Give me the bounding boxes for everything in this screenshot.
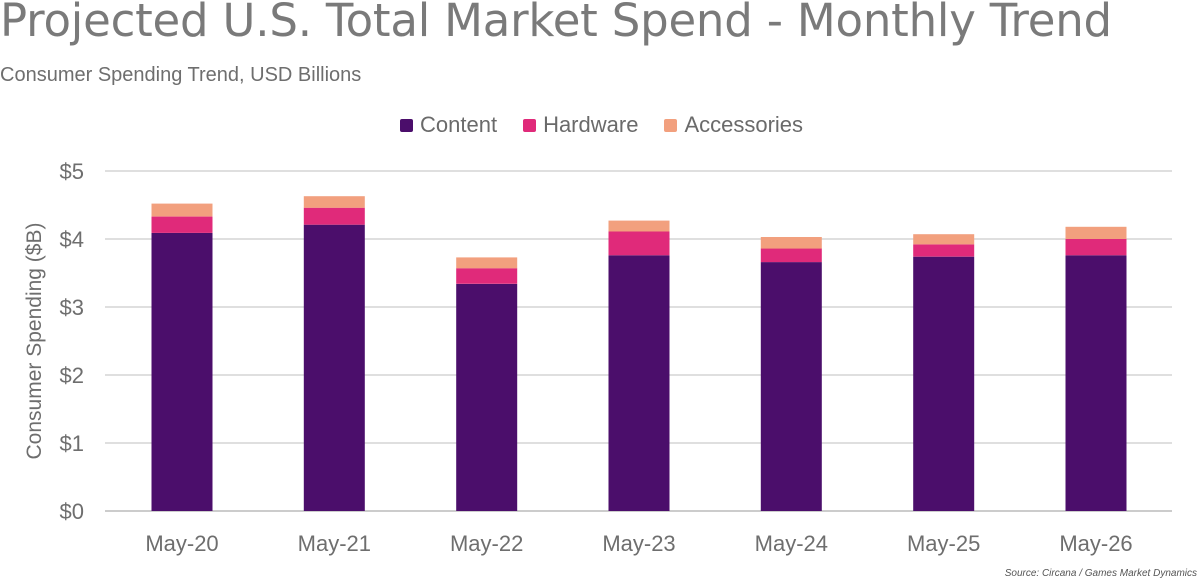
- legend-swatch-content: [400, 118, 413, 132]
- x-tick-label: May-23: [602, 531, 675, 556]
- bar-accessories-may-25: [913, 234, 975, 245]
- bar-hardware-may-25: [913, 244, 975, 257]
- legend-swatch-hardware: [523, 118, 537, 132]
- legend: Content Hardware Accessories: [400, 112, 803, 138]
- bar-content-may-25: [913, 256, 975, 511]
- bar-content-may-24: [760, 262, 822, 511]
- bar-content-may-26: [1065, 255, 1127, 511]
- bar-content-may-22: [456, 283, 518, 511]
- y-tick-label: $0: [60, 499, 84, 524]
- legend-label-accessories: Accessories: [684, 112, 804, 137]
- y-tick-label: $2: [60, 363, 84, 388]
- x-tick-label: May-24: [755, 531, 828, 556]
- bar-content-may-23: [608, 255, 670, 511]
- y-axis-ticks: $0 $1 $2 $3 $4 $5: [60, 159, 84, 524]
- x-tick-label: May-26: [1059, 531, 1132, 556]
- bar-content-may-21: [303, 224, 365, 511]
- legend-item-content: Content: [400, 112, 497, 138]
- source-note: Source: Circana / Games Market Dynamics: [1004, 568, 1197, 579]
- y-tick-label: $5: [60, 159, 84, 184]
- bar-accessories-may-21: [303, 196, 365, 208]
- bars: [151, 196, 1127, 511]
- x-axis-ticks: May-20 May-21 May-22 May-23 May-24 May-25 May-…: [145, 531, 1132, 556]
- bar-content-may-20: [151, 232, 213, 511]
- bar-hardware-may-24: [760, 248, 822, 263]
- legend-item-hardware: Hardware: [523, 112, 638, 138]
- legend-label-content: Content: [420, 112, 498, 137]
- y-tick-label: $4: [60, 227, 84, 252]
- chart-subtitle: Consumer Spending Trend, USD Billions: [0, 64, 362, 86]
- bar-accessories-may-26: [1065, 226, 1127, 239]
- bar-hardware-may-20: [151, 216, 213, 233]
- bar-hardware-may-26: [1065, 239, 1127, 256]
- legend-label-hardware: Hardware: [543, 112, 639, 137]
- x-tick-label: May-22: [450, 531, 523, 556]
- y-axis-title: Consumer Spending ($B): [23, 223, 46, 460]
- x-tick-label: May-25: [907, 531, 980, 556]
- y-tick-label: $1: [60, 431, 84, 456]
- bar-accessories-may-20: [151, 203, 213, 217]
- x-tick-label: May-21: [298, 531, 371, 556]
- x-tick-label: May-20: [145, 531, 218, 556]
- bar-hardware-may-23: [608, 231, 670, 256]
- bar-hardware-may-21: [303, 207, 365, 225]
- bar-hardware-may-22: [456, 268, 518, 284]
- y-tick-label: $3: [60, 295, 84, 320]
- bar-accessories-may-24: [760, 237, 822, 249]
- bar-accessories-may-23: [608, 220, 670, 232]
- legend-swatch-accessories: [664, 118, 678, 132]
- legend-item-accessories: Accessories: [664, 112, 803, 138]
- bar-accessories-may-22: [456, 257, 518, 269]
- chart-title: Projected U.S. Total Market Spend - Mont…: [0, 0, 1112, 47]
